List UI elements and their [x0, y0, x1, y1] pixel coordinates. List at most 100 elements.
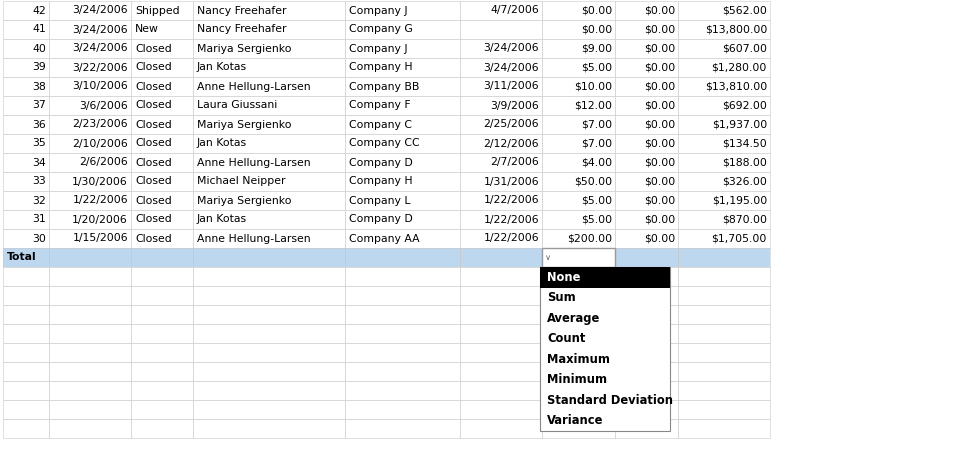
Bar — [460, 58, 542, 77]
Text: $1,705.00: $1,705.00 — [712, 233, 767, 243]
Bar — [460, 77, 542, 96]
Text: 1/22/2006: 1/22/2006 — [72, 196, 128, 206]
Bar — [193, 191, 345, 210]
Text: Standard Deviation: Standard Deviation — [547, 394, 673, 407]
Bar — [678, 305, 770, 324]
Bar — [460, 324, 542, 343]
Text: $188.00: $188.00 — [722, 158, 767, 168]
Bar — [193, 153, 345, 172]
Bar — [193, 343, 345, 362]
Bar — [193, 419, 345, 438]
Text: Closed: Closed — [135, 196, 171, 206]
Text: 1/30/2006: 1/30/2006 — [72, 177, 128, 187]
Text: 2/10/2006: 2/10/2006 — [72, 138, 128, 148]
Bar — [460, 343, 542, 362]
Bar — [3, 210, 49, 229]
Bar — [131, 324, 193, 343]
Text: $0.00: $0.00 — [644, 25, 675, 35]
Bar — [615, 267, 678, 286]
Text: Jan Kotas: Jan Kotas — [197, 63, 247, 73]
Text: $0.00: $0.00 — [644, 119, 675, 129]
Text: 3/11/2006: 3/11/2006 — [483, 82, 539, 92]
Bar — [460, 381, 542, 400]
Bar — [460, 286, 542, 305]
Bar — [131, 96, 193, 115]
Bar — [49, 210, 131, 229]
Bar — [678, 286, 770, 305]
Text: Closed: Closed — [135, 177, 171, 187]
Bar — [615, 362, 678, 381]
Text: $0.00: $0.00 — [644, 233, 675, 243]
Bar — [49, 172, 131, 191]
Text: 3/24/2006: 3/24/2006 — [72, 44, 128, 54]
Bar — [542, 381, 615, 400]
Text: Michael Neipper: Michael Neipper — [197, 177, 285, 187]
Text: $0.00: $0.00 — [581, 5, 612, 15]
Text: $5.00: $5.00 — [581, 214, 612, 224]
Bar — [542, 1, 615, 20]
Bar — [345, 381, 460, 400]
Text: Closed: Closed — [135, 100, 171, 110]
Text: New: New — [135, 25, 159, 35]
Bar — [345, 115, 460, 134]
Bar — [3, 77, 49, 96]
Text: 4/7/2006: 4/7/2006 — [490, 5, 539, 15]
Text: Maximum: Maximum — [547, 353, 610, 366]
Bar — [131, 39, 193, 58]
Bar — [678, 324, 770, 343]
Bar — [345, 134, 460, 153]
Text: 37: 37 — [32, 100, 46, 110]
Text: $0.00: $0.00 — [581, 25, 612, 35]
Bar — [345, 20, 460, 39]
Bar — [193, 305, 345, 324]
Bar — [542, 153, 615, 172]
Bar — [193, 20, 345, 39]
Bar — [131, 1, 193, 20]
Bar — [131, 381, 193, 400]
Text: Mariya Sergienko: Mariya Sergienko — [197, 119, 291, 129]
Bar — [3, 39, 49, 58]
Bar — [193, 286, 345, 305]
Bar — [49, 39, 131, 58]
Bar — [678, 343, 770, 362]
Bar — [678, 419, 770, 438]
Bar — [345, 248, 460, 267]
Text: $0.00: $0.00 — [644, 214, 675, 224]
Text: 35: 35 — [32, 138, 46, 148]
Bar — [3, 343, 49, 362]
Bar — [193, 172, 345, 191]
Bar — [542, 419, 615, 438]
Text: Closed: Closed — [135, 158, 171, 168]
Text: $607.00: $607.00 — [722, 44, 767, 54]
Text: $13,810.00: $13,810.00 — [705, 82, 767, 92]
Bar — [678, 381, 770, 400]
Bar — [3, 134, 49, 153]
Text: Company G: Company G — [349, 25, 413, 35]
Text: Jan Kotas: Jan Kotas — [197, 138, 247, 148]
Text: $4.00: $4.00 — [581, 158, 612, 168]
Text: 39: 39 — [32, 63, 46, 73]
Bar — [345, 96, 460, 115]
Bar — [49, 1, 131, 20]
Bar — [542, 343, 615, 362]
Bar — [345, 286, 460, 305]
Text: 33: 33 — [32, 177, 46, 187]
Bar — [615, 77, 678, 96]
Text: $562.00: $562.00 — [722, 5, 767, 15]
Bar — [460, 115, 542, 134]
Bar — [542, 248, 615, 267]
Bar — [542, 20, 615, 39]
Text: Nancy Freehafer: Nancy Freehafer — [197, 5, 286, 15]
Text: Company D: Company D — [349, 158, 413, 168]
Text: Mariya Sergienko: Mariya Sergienko — [197, 44, 291, 54]
Text: 3/24/2006: 3/24/2006 — [483, 44, 539, 54]
Text: $0.00: $0.00 — [644, 196, 675, 206]
Bar — [542, 324, 615, 343]
Text: 3/24/2006: 3/24/2006 — [72, 5, 128, 15]
Text: Anne Hellung-Larsen: Anne Hellung-Larsen — [197, 82, 311, 92]
Bar — [3, 1, 49, 20]
Bar — [345, 362, 460, 381]
Bar — [3, 286, 49, 305]
Bar — [615, 153, 678, 172]
Bar — [131, 248, 193, 267]
